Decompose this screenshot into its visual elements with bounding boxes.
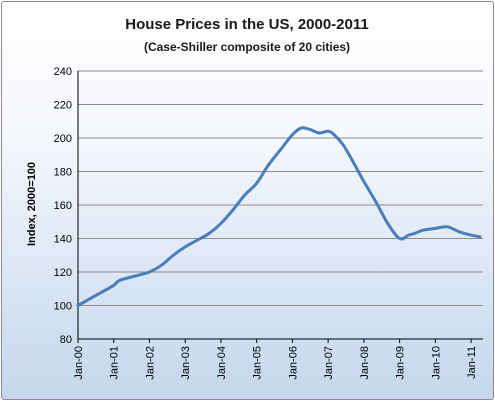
y-tick-labels: 80 100 120 140 160 180 200 220 240 bbox=[54, 66, 72, 346]
x-tick-label: Jan-11 bbox=[466, 346, 478, 379]
x-tick-label: Jan-03 bbox=[180, 346, 192, 380]
x-tick-label: Jan-02 bbox=[144, 346, 156, 380]
x-tick-label: Jan-07 bbox=[323, 346, 335, 380]
chart-title: House Prices in the US, 2000-2011 bbox=[125, 16, 368, 33]
x-tick-label: Jan-06 bbox=[287, 346, 299, 380]
x-tick-label: Jan-10 bbox=[430, 346, 442, 380]
x-tick-label: Jan-01 bbox=[109, 346, 121, 380]
gridlines bbox=[78, 70, 483, 306]
y-tick-label: 100 bbox=[54, 301, 72, 313]
x-tick-labels: Jan-00 Jan-01 Jan-02 Jan-03 Jan-04 Jan-05 Jan-… bbox=[73, 346, 478, 380]
chart-subtitle: (Case-Shiller composite of 20 cities) bbox=[144, 40, 350, 54]
series-layer bbox=[76, 126, 482, 307]
y-tick-label: 180 bbox=[54, 167, 72, 179]
x-tick-label: Jan-00 bbox=[73, 346, 85, 380]
axes bbox=[77, 71, 483, 343]
y-tick-label: 120 bbox=[54, 267, 72, 279]
y-tick-label: 200 bbox=[54, 133, 72, 145]
series-line bbox=[76, 126, 482, 307]
y-axis-label: Index, 2000=100 bbox=[26, 162, 38, 246]
x-tick-label: Jan-05 bbox=[252, 346, 264, 380]
y-tick-label: 220 bbox=[54, 100, 72, 112]
y-tick-label: 80 bbox=[60, 334, 72, 346]
y-tick-label: 140 bbox=[54, 234, 72, 246]
x-tick-label: Jan-09 bbox=[395, 346, 407, 380]
x-tick-label: Jan-08 bbox=[359, 346, 371, 380]
y-tick-label: 160 bbox=[54, 200, 72, 212]
y-tick-label: 240 bbox=[54, 66, 72, 78]
x-tick-label: Jan-04 bbox=[216, 346, 228, 380]
